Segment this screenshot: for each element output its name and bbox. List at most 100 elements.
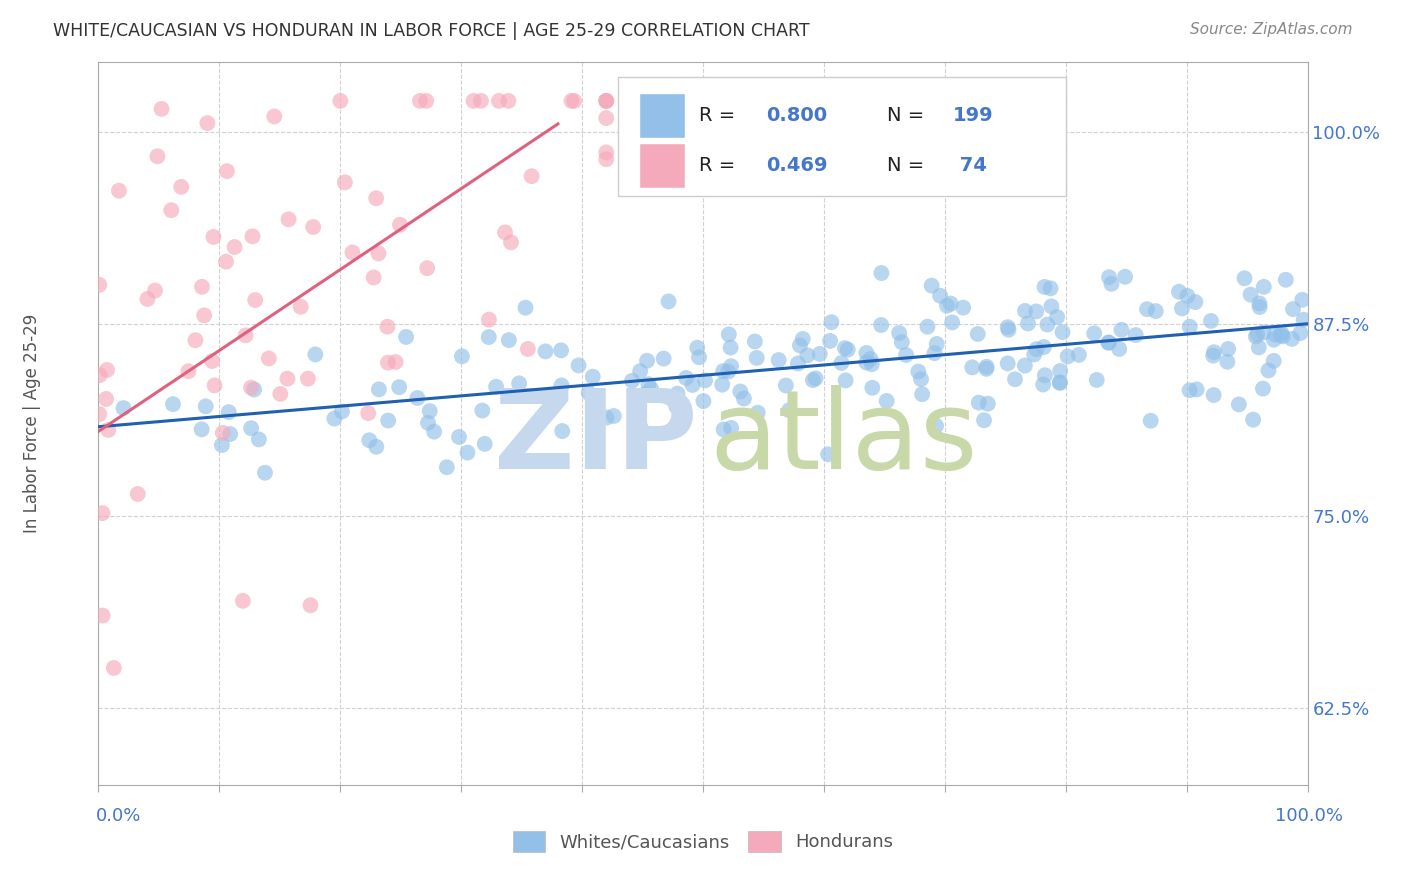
Point [202, 230, 225, 244]
Point [170, 180, 193, 194]
Point [1263, 354, 1285, 368]
Point [195, 116, 218, 130]
Point [91, 506, 114, 520]
Point [973, 413, 995, 427]
Point [219, 427, 242, 442]
Point [215, 164, 238, 178]
Point [1052, 325, 1074, 339]
Point [1139, 414, 1161, 428]
Point [1036, 318, 1059, 332]
Point [218, 405, 240, 419]
Point [787, 356, 810, 370]
Point [245, 293, 267, 307]
Point [363, 270, 385, 285]
Text: 0.0%: 0.0% [96, 807, 141, 825]
Point [1275, 273, 1298, 287]
Point [745, 351, 768, 365]
Text: R =: R = [699, 105, 742, 125]
Point [299, 598, 322, 612]
Point [640, 382, 662, 396]
Point [952, 301, 974, 315]
Point [688, 350, 710, 364]
Text: 100.0%: 100.0% [1275, 807, 1343, 825]
Legend: Whites/Caucasians, Hondurans: Whites/Caucasians, Hondurans [506, 823, 900, 859]
Point [967, 395, 990, 409]
Point [377, 413, 399, 427]
Point [224, 240, 246, 254]
Point [276, 371, 298, 385]
Point [377, 319, 399, 334]
Point [686, 341, 709, 355]
Point [388, 380, 411, 394]
Text: Source: ZipAtlas.com: Source: ZipAtlas.com [1189, 22, 1353, 37]
Point [194, 400, 217, 414]
Point [637, 377, 659, 392]
Point [634, 387, 657, 401]
Point [936, 299, 959, 313]
Point [419, 404, 441, 418]
Point [1085, 373, 1108, 387]
Point [1271, 329, 1294, 343]
Point [652, 351, 675, 366]
Point [323, 411, 346, 425]
Point [768, 353, 790, 368]
Point [1270, 328, 1292, 343]
Point [1177, 289, 1199, 303]
Point [887, 326, 910, 340]
Point [409, 94, 432, 108]
Point [860, 357, 883, 371]
Point [1239, 287, 1261, 301]
Point [1227, 397, 1250, 411]
Point [804, 371, 827, 385]
Point [478, 330, 501, 344]
Point [263, 110, 285, 124]
Point [1263, 333, 1285, 347]
Point [329, 94, 352, 108]
Point [1108, 342, 1130, 356]
Point [775, 378, 797, 392]
Point [451, 349, 474, 363]
Point [136, 292, 159, 306]
Point [551, 424, 574, 438]
Point [366, 440, 388, 454]
Point [1168, 285, 1191, 299]
Point [1249, 296, 1271, 310]
Point [730, 384, 752, 399]
Point [1014, 304, 1036, 318]
Point [1257, 363, 1279, 377]
Text: 0.469: 0.469 [766, 156, 827, 175]
Point [744, 334, 766, 349]
Point [1111, 323, 1133, 337]
Point [247, 433, 270, 447]
Point [997, 323, 1019, 337]
Point [1067, 348, 1090, 362]
Point [515, 301, 537, 315]
Point [416, 416, 439, 430]
Point [1032, 340, 1054, 354]
Point [1114, 269, 1136, 284]
Point [578, 385, 600, 400]
Point [201, 354, 224, 368]
Point [447, 430, 470, 444]
Point [1199, 314, 1222, 328]
Point [720, 341, 742, 355]
Point [1144, 304, 1167, 318]
Point [1281, 332, 1303, 346]
FancyBboxPatch shape [619, 77, 1066, 196]
Point [89, 277, 111, 292]
Point [463, 94, 485, 108]
Point [595, 145, 617, 160]
Point [894, 348, 917, 362]
Point [657, 294, 679, 309]
Point [127, 487, 149, 501]
Point [692, 394, 714, 409]
Point [1282, 301, 1305, 316]
Point [1025, 342, 1047, 356]
Point [693, 373, 716, 387]
Point [470, 94, 492, 108]
Point [388, 218, 411, 232]
Point [929, 289, 952, 303]
Point [820, 315, 842, 329]
Point [242, 229, 264, 244]
Point [406, 391, 429, 405]
